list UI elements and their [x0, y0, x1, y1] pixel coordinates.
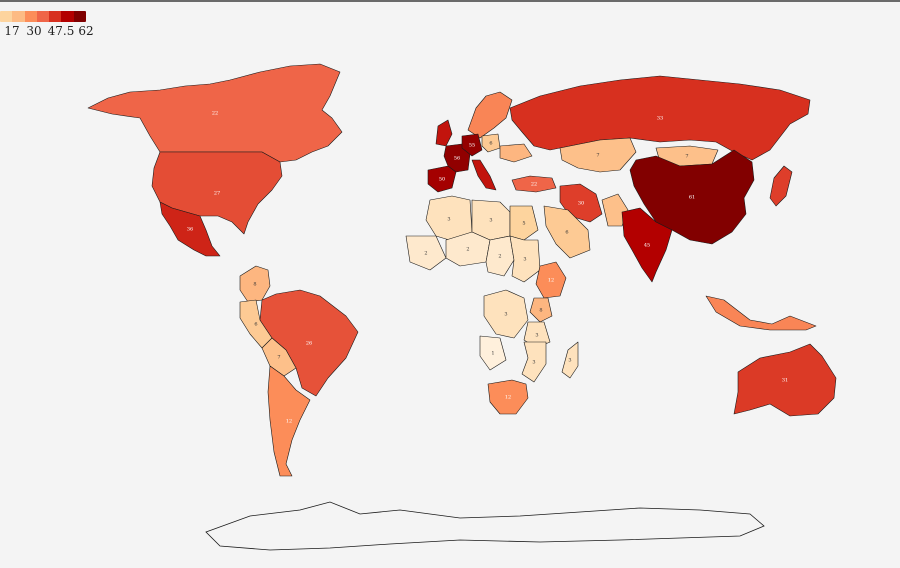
- region-kenya[interactable]: [529, 297, 553, 323]
- region-value-label: 33: [657, 116, 663, 122]
- region-egypt[interactable]: [509, 205, 539, 241]
- legend-tick-label: 30: [26, 24, 42, 38]
- region-saudi-arabia[interactable]: [543, 205, 591, 259]
- legend-color-swatch: [24, 11, 37, 22]
- region-value-label: 6: [565, 230, 568, 236]
- region-value-label: 27: [214, 191, 220, 197]
- top-border: [0, 0, 900, 2]
- region-russia[interactable]: [509, 75, 811, 161]
- legend-tick-label: 62: [78, 24, 94, 38]
- legend-color-swatch: [73, 11, 86, 22]
- region-value-label: 31: [782, 378, 788, 384]
- region-value-label: 12: [505, 395, 511, 401]
- region-value-label: 3: [489, 218, 492, 224]
- region-value-label: 3: [523, 257, 526, 263]
- region-mozambique[interactable]: [521, 341, 547, 383]
- color-legend: 17 30 47.5 62: [0, 10, 100, 44]
- region-value-label: 3: [568, 358, 571, 364]
- legend-color-bar: [0, 11, 86, 22]
- region-value-label: 26: [306, 341, 312, 347]
- legend-color-swatch: [49, 11, 62, 22]
- region-value-label: 22: [212, 111, 218, 117]
- region-value-label: 50: [439, 177, 445, 183]
- region-ukraine[interactable]: [499, 143, 533, 163]
- region-india[interactable]: [621, 207, 673, 283]
- region-value-label: 30: [578, 201, 584, 207]
- region-value-label: 3: [535, 333, 538, 339]
- legend-color-swatch: [36, 11, 50, 22]
- region-value-label: 45: [644, 243, 650, 249]
- region-mali[interactable]: [405, 235, 447, 271]
- region-value-label: 12: [286, 419, 292, 425]
- region-turkey[interactable]: [511, 175, 557, 193]
- region-value-label: 7: [596, 153, 599, 159]
- region-sudan[interactable]: [509, 235, 541, 283]
- region-poland[interactable]: [481, 133, 501, 153]
- region-value-label: 8: [253, 282, 256, 288]
- region-japan[interactable]: [769, 165, 793, 207]
- region-value-label: 7: [277, 355, 280, 361]
- antarctica-outline: [205, 501, 765, 551]
- region-uk[interactable]: [435, 119, 453, 147]
- region-value-label: 22: [531, 182, 537, 188]
- region-madagascar[interactable]: [561, 341, 579, 379]
- legend-color-swatch: [0, 11, 13, 22]
- region-scandinavia[interactable]: [467, 91, 513, 139]
- region-value-label: 2: [466, 247, 469, 253]
- region-value-label: 5: [522, 221, 525, 227]
- region-value-label: 56: [454, 156, 460, 162]
- region-value-label: 6: [254, 322, 257, 328]
- region-colombia[interactable]: [239, 265, 271, 303]
- region-mexico[interactable]: [159, 201, 221, 257]
- region-value-label: 2: [498, 254, 501, 260]
- region-angola[interactable]: [479, 335, 507, 371]
- region-kazakhstan[interactable]: [559, 137, 637, 173]
- region-indonesia[interactable]: [705, 295, 817, 331]
- region-value-label: 3: [532, 360, 535, 366]
- region-value-label: 6: [489, 141, 492, 147]
- region-value-label: 12: [548, 278, 554, 284]
- region-value-label: 7: [685, 154, 688, 160]
- region-ethiopia[interactable]: [535, 261, 567, 299]
- region-italy[interactable]: [471, 159, 497, 191]
- legend-color-swatch: [61, 11, 74, 22]
- region-south-africa[interactable]: [487, 379, 529, 415]
- region-value-label: 36: [187, 227, 193, 233]
- region-value-label: 3: [504, 312, 507, 318]
- region-drc[interactable]: [483, 289, 529, 339]
- region-value-label: 55: [469, 143, 475, 149]
- legend-tick-label: 17: [4, 24, 20, 38]
- region-argentina[interactable]: [267, 365, 311, 477]
- legend-color-swatch: [12, 11, 25, 22]
- region-germany[interactable]: [461, 133, 483, 157]
- region-value-label: 8: [539, 308, 542, 314]
- region-value-label: 61: [689, 195, 695, 201]
- region-value-label: 2: [424, 251, 427, 257]
- legend-tick-label: 47.5: [47, 24, 75, 38]
- region-australia[interactable]: [733, 343, 837, 417]
- region-china[interactable]: [629, 149, 755, 245]
- region-value-label: 3: [447, 217, 450, 223]
- region-value-label: 1: [491, 351, 494, 357]
